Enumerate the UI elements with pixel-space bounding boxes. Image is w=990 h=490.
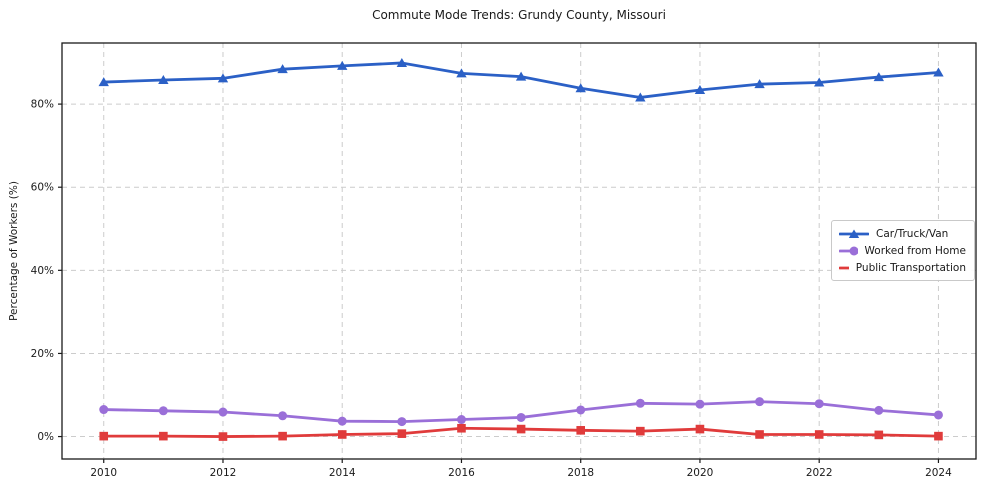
x-tick-label: 2016 [448, 467, 475, 479]
chart-title: Commute Mode Trends: Grundy County, Miss… [372, 8, 666, 22]
series-marker-public-transportation [636, 426, 645, 436]
series-marker-car-truck-van [575, 83, 586, 93]
series-marker-public-transportation [874, 430, 884, 440]
series-marker-car-truck-van [337, 60, 348, 70]
legend-swatch-circle-icon [839, 246, 858, 255]
series-marker-car-truck-van [694, 84, 706, 94]
y-tick-label: 80% [31, 99, 54, 111]
legend-swatch-triangle-icon [839, 229, 869, 238]
legend-label-car-truck-van: Car/Truck/Van [876, 227, 949, 240]
axes-border [61, 42, 977, 460]
series-marker-car-truck-van [158, 74, 169, 84]
series-marker-car-truck-van [217, 73, 229, 83]
series-marker-car-truck-van [873, 72, 885, 82]
x-tick-label: 2010 [90, 467, 117, 479]
series-marker-worked-from-home [99, 405, 109, 415]
series-marker-worked-from-home [635, 398, 645, 408]
series-marker-public-transportation [516, 424, 526, 434]
y-tick-label: 60% [31, 182, 54, 194]
series-marker-worked-from-home [874, 405, 884, 415]
legend-label-public-transportation: Public Transportation [855, 261, 966, 274]
series-marker-public-transportation [337, 430, 347, 439]
x-tick-label: 2024 [925, 467, 952, 479]
y-tick-label: 0% [37, 431, 54, 443]
series-marker-car-truck-van [635, 92, 646, 102]
series-marker-worked-from-home [814, 399, 824, 409]
x-tick-label: 2018 [567, 467, 594, 479]
x-tick-label: 2020 [687, 467, 714, 479]
series-marker-public-transportation [934, 431, 943, 441]
series-marker-worked-from-home [218, 407, 228, 417]
series-marker-worked-from-home [576, 405, 586, 415]
legend-item-car-truck-van: Car/Truck/Van [839, 226, 966, 241]
series-marker-car-truck-van [277, 64, 288, 74]
series-marker-public-transportation [576, 426, 586, 435]
series-marker-public-transportation [99, 431, 109, 441]
series-marker-public-transportation [755, 430, 764, 439]
series-marker-car-truck-van [456, 68, 467, 78]
legend-label-worked-from-home: Worked from Home [864, 244, 966, 257]
series-marker-car-truck-van [813, 77, 825, 87]
series-marker-worked-from-home [933, 410, 943, 420]
series-marker-car-truck-van [933, 67, 944, 77]
x-tick-label: 2022 [806, 467, 833, 479]
series-marker-public-transportation [397, 429, 407, 438]
legend-item-public-transportation: Public Transportation [839, 260, 966, 275]
series-marker-worked-from-home [516, 412, 526, 422]
y-tick-label: 20% [31, 348, 54, 360]
x-tick-label: 2014 [329, 467, 356, 479]
series-marker-worked-from-home [397, 417, 407, 427]
series-marker-public-transportation [159, 431, 168, 441]
series-marker-worked-from-home [158, 406, 168, 416]
series-marker-worked-from-home [337, 416, 347, 426]
series-marker-public-transportation [457, 423, 466, 433]
series-marker-public-transportation [278, 431, 287, 441]
series-marker-car-truck-van [98, 77, 109, 87]
series-marker-public-transportation [814, 430, 824, 439]
series-marker-car-truck-van [754, 79, 765, 89]
legend-swatch-square-icon [839, 266, 849, 269]
series-marker-car-truck-van [396, 57, 408, 67]
series-marker-worked-from-home [456, 415, 466, 425]
series-marker-public-transportation [218, 432, 228, 441]
triangle-marker-icon [848, 229, 860, 238]
series-marker-public-transportation [695, 424, 705, 434]
y-tick-label: 40% [31, 265, 54, 277]
legend-item-worked-from-home: Worked from Home [839, 243, 966, 258]
legend: Car/Truck/Van Worked from Home Public Tran… [831, 220, 975, 281]
series-marker-car-truck-van [515, 71, 527, 81]
series-marker-worked-from-home [278, 411, 288, 421]
x-tick-label: 2012 [210, 467, 237, 479]
circle-marker-icon [849, 246, 858, 255]
series-marker-worked-from-home [755, 397, 765, 407]
series-marker-worked-from-home [695, 399, 705, 409]
